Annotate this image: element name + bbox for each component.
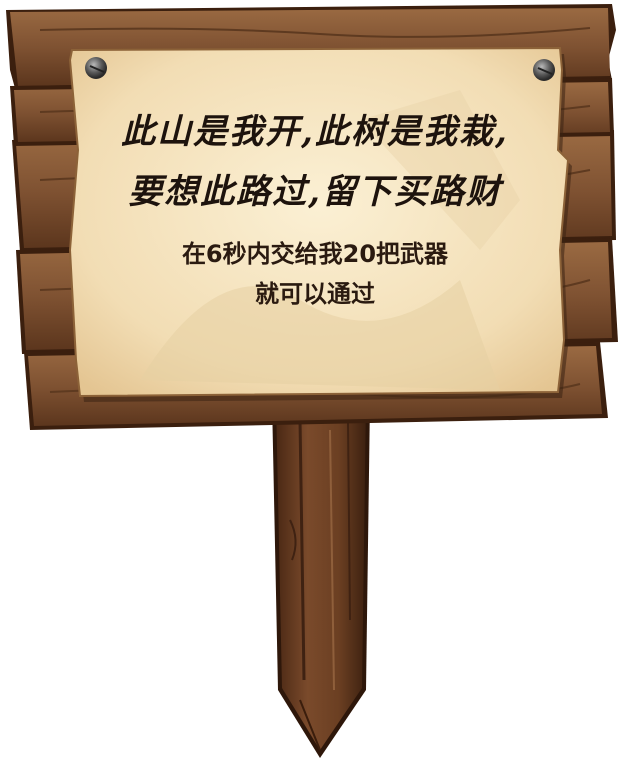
- instruction-line-2: 就可以通过: [255, 280, 375, 308]
- nail-icon: [85, 57, 107, 79]
- rhyme-line-2: 要想此路过,留下买路财: [128, 172, 502, 212]
- instruction-line-1: 在6秒内交给我20把武器: [181, 240, 449, 268]
- nail-icon: [533, 59, 555, 81]
- parchment: [68, 46, 572, 402]
- sign-text: 此山是我开,此树是我栽, 要想此路过,留下买路财 在6秒内交给我20把武器 就可…: [80, 100, 550, 314]
- rhyme-line-1: 此山是我开,此树是我栽,: [121, 112, 509, 152]
- post: [272, 400, 370, 758]
